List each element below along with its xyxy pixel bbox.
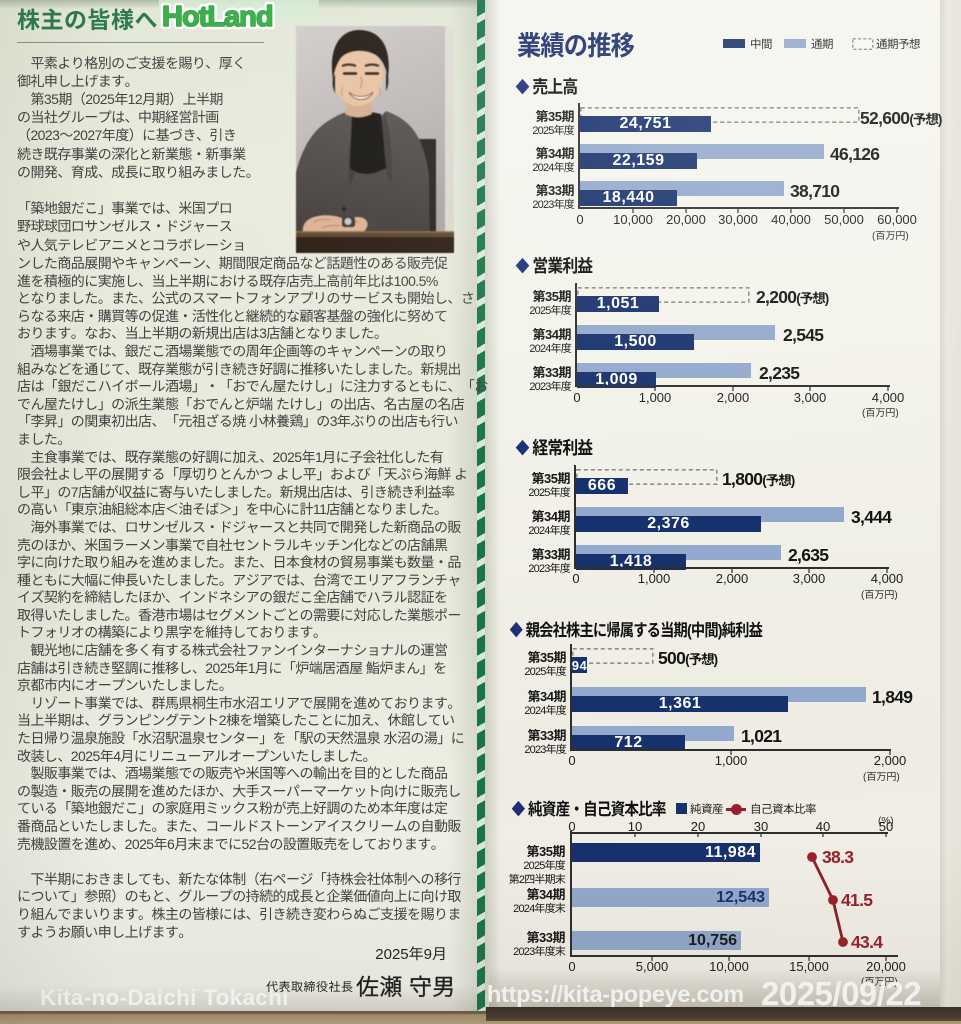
svg-text:HotLand: HotLand <box>162 1 273 33</box>
svg-text:HotLand: HotLand <box>162 1 273 33</box>
